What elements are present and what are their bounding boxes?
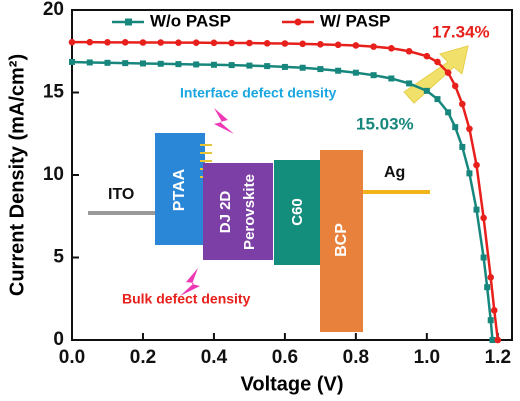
legend-label: W/o PASP (150, 11, 231, 30)
marker (406, 80, 413, 87)
marker (452, 124, 459, 131)
marker (228, 39, 235, 47)
y-axis-label: Current Density (mA/cm²) (6, 54, 28, 296)
marker (157, 39, 165, 46)
marker (473, 206, 480, 213)
layer-label: Perovskite (241, 174, 258, 250)
legend-marker (294, 18, 302, 26)
inset-label: Bulk defect density (122, 291, 251, 307)
marker (86, 59, 93, 66)
marker (317, 41, 324, 48)
marker (122, 60, 129, 67)
layer-label: C60 (289, 198, 306, 226)
marker (175, 39, 182, 46)
marker (246, 62, 253, 69)
bolt (180, 268, 200, 296)
marker (334, 41, 342, 49)
marker (444, 69, 452, 76)
ptaa-layer (155, 133, 205, 245)
layer-label: DJ 2D (217, 191, 234, 234)
x-tick-label: 0.6 (272, 347, 298, 368)
marker (388, 75, 395, 82)
annotation: 15.03% (356, 114, 414, 133)
x-tick-label: 0.0 (59, 347, 85, 368)
marker (317, 66, 324, 73)
marker (139, 60, 146, 67)
x-tick-label: 1.0 (414, 347, 440, 368)
marker (423, 87, 430, 94)
marker (104, 39, 111, 46)
marker (405, 47, 413, 55)
marker (434, 58, 441, 66)
x-axis-label: Voltage (V) (241, 373, 344, 395)
marker (335, 67, 342, 74)
x-tick-label: 1.2 (485, 347, 511, 368)
marker (157, 60, 164, 67)
marker (480, 214, 487, 222)
marker (264, 63, 271, 70)
marker (494, 336, 502, 344)
marker (68, 38, 76, 46)
perovskite-layer (203, 163, 273, 260)
marker (451, 82, 459, 90)
marker (434, 96, 441, 103)
marker (466, 170, 473, 177)
marker (121, 39, 129, 46)
marker (490, 307, 498, 314)
marker (459, 100, 466, 108)
inset-diagram: ITO PTAA DJ 2D Perovskite C60 BCP Ag Int… (88, 22, 490, 332)
marker (192, 39, 200, 46)
marker (370, 72, 377, 79)
y-tick-label: 20 (43, 0, 64, 20)
bolt (214, 108, 234, 134)
layer-label: PTAA (171, 168, 188, 211)
marker (352, 69, 359, 76)
x-tick-label: 0.8 (343, 347, 369, 368)
y-tick-label: 0 (53, 329, 64, 350)
marker (210, 39, 218, 47)
marker (484, 284, 491, 291)
marker (370, 43, 377, 50)
marker (489, 337, 496, 343)
marker (263, 40, 271, 47)
legend-marker (125, 18, 132, 26)
marker (69, 58, 75, 65)
marker (175, 61, 182, 68)
x-tick-label: 0.2 (130, 347, 156, 368)
marker (466, 125, 473, 133)
marker (228, 62, 235, 69)
marker (352, 42, 360, 49)
marker (281, 63, 288, 70)
marker (388, 44, 395, 52)
c60-layer (274, 160, 321, 265)
marker (487, 317, 494, 324)
marker (86, 38, 94, 46)
x-tick-label: 0.4 (201, 347, 228, 368)
marker (210, 61, 217, 68)
annotation: 17.34% (432, 22, 490, 41)
y-tick-label: 10 (43, 164, 64, 185)
marker (473, 161, 480, 169)
inset-label: Interface defect density (180, 85, 337, 101)
marker (193, 61, 200, 68)
layer-label: BCP (333, 223, 350, 257)
bcp-layer (320, 150, 363, 332)
marker (281, 40, 289, 47)
marker (104, 59, 111, 66)
y-tick-label: 15 (43, 82, 65, 103)
marker (480, 254, 487, 261)
marker (445, 109, 452, 116)
marker (299, 64, 306, 71)
marker (246, 39, 253, 47)
marker (139, 39, 147, 46)
layer-label: Ag (384, 164, 405, 181)
marker (423, 52, 431, 60)
legend-label: W/ PASP (320, 11, 391, 30)
marker (299, 40, 306, 48)
y-tick-label: 5 (53, 247, 64, 268)
marker (487, 274, 495, 281)
marker (459, 143, 466, 150)
layer-label: ITO (108, 186, 134, 203)
